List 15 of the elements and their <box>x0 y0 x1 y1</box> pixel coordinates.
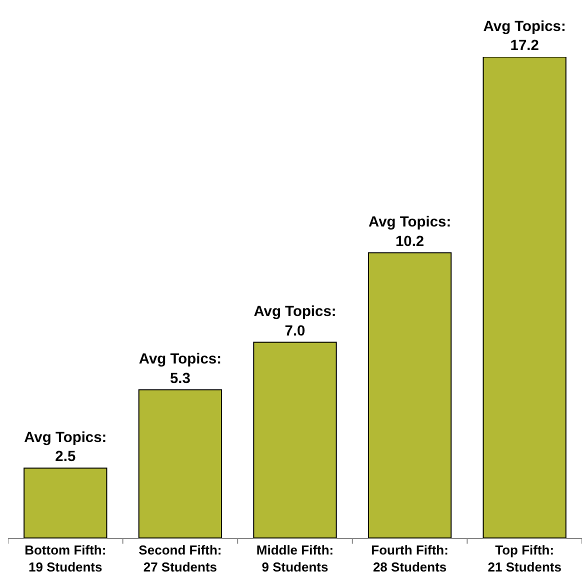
data-label: Avg Topics: 5.3 <box>138 352 222 387</box>
bar <box>253 342 337 538</box>
bar <box>482 57 566 538</box>
data-label: Avg Topics: 2.5 <box>24 430 107 466</box>
x-tick-label: Top Fifth: 21 Students <box>488 542 562 574</box>
x-tick-label: Bottom Fifth: 19 Students <box>24 542 106 574</box>
data-label: Avg Topics: 10.2 <box>368 214 452 250</box>
x-tick-label: Fourth Fifth: 28 Students <box>371 542 448 574</box>
bar <box>138 389 222 538</box>
data-label: Avg Topics: 7.0 <box>254 304 336 340</box>
x-tick-label: Middle Fifth: 9 Students <box>256 542 334 574</box>
bar <box>368 252 452 538</box>
x-tick-label: Second Fifth: 27 Students <box>138 542 222 574</box>
bar <box>24 468 108 538</box>
data-label: Avg Topics: 17.2 <box>483 18 566 54</box>
